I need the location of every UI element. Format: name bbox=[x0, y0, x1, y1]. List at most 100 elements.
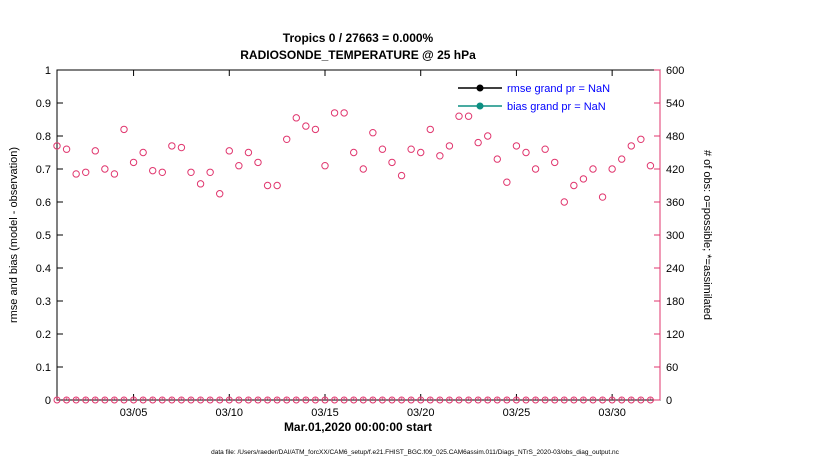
obs-assimilated-star: * bbox=[266, 398, 269, 405]
obs-possible-point bbox=[82, 168, 90, 177]
obs-assimilated-star: * bbox=[295, 398, 298, 405]
obs-assimilated-star: * bbox=[170, 398, 173, 405]
right-tick-label: 480 bbox=[666, 131, 684, 143]
obs-possible-point bbox=[541, 145, 549, 153]
axes-ticks: 0 0.1 0.2 0.3 0.4 0.5 0.6 0.7 0.8 0.9 1 0 60 120 180 24… bbox=[36, 65, 685, 419]
obs-possible-point bbox=[225, 147, 233, 155]
obs-assimilated-point bbox=[168, 396, 176, 404]
obs-possible-point bbox=[216, 190, 224, 198]
obs-assimilated-star: * bbox=[592, 398, 595, 405]
obs-possible-point bbox=[417, 148, 425, 157]
obs-assimilated-point bbox=[177, 396, 185, 404]
obs-assimilated-star: * bbox=[123, 398, 126, 405]
obs-possible-point bbox=[330, 109, 339, 117]
obs-assimilated-point bbox=[560, 396, 568, 404]
obs-possible-point bbox=[369, 129, 377, 137]
obs-assimilated-point bbox=[321, 396, 329, 404]
obs-assimilated-point bbox=[627, 396, 635, 404]
left-tick-label: 0.5 bbox=[36, 230, 51, 242]
obs-assimilated-star: * bbox=[391, 398, 394, 405]
obs-assimilated-star: * bbox=[56, 398, 59, 405]
obs-possible-point bbox=[350, 148, 358, 157]
x-tick-label: 03/20 bbox=[407, 407, 435, 419]
obs-assimilated-star: * bbox=[113, 398, 116, 405]
left-tick-label: 0.1 bbox=[36, 362, 51, 374]
obs-assimilated-star: * bbox=[630, 398, 633, 405]
obs-assimilated-point bbox=[244, 396, 252, 404]
obs-possible-point bbox=[129, 158, 138, 167]
obs-assimilated-star: * bbox=[84, 398, 87, 405]
obs-possible-point bbox=[101, 165, 109, 173]
obs-assimilated-star: * bbox=[611, 398, 614, 405]
obs-possible-point bbox=[627, 142, 635, 150]
right-tick-label: 300 bbox=[666, 230, 684, 242]
obs-possible-point bbox=[618, 155, 626, 163]
obs-possible-point bbox=[388, 158, 396, 167]
obs-possible-point bbox=[62, 145, 71, 153]
obs-assimilated-star: * bbox=[572, 398, 575, 405]
obs-assimilated-star: * bbox=[362, 398, 365, 405]
obs-assimilated-star: * bbox=[75, 398, 78, 405]
obs-possible-point bbox=[522, 148, 530, 157]
obs-assimilated-star: * bbox=[515, 398, 518, 405]
data-file-caption: data file: /Users/raeder/DAI/ATM_forcXX/… bbox=[211, 449, 620, 456]
obs-assimilated-point bbox=[398, 396, 406, 404]
obs-possible-point bbox=[407, 145, 415, 153]
obs-possible-point bbox=[474, 138, 482, 147]
obs-assimilated-star: * bbox=[582, 398, 585, 405]
obs-assimilated-star: * bbox=[257, 398, 260, 405]
obs-assimilated-point bbox=[197, 396, 205, 404]
obs-possible-point bbox=[455, 112, 463, 120]
legend-marker bbox=[476, 84, 484, 92]
obs-assimilated-point bbox=[254, 396, 262, 404]
obs-assimilated-star: * bbox=[544, 398, 547, 405]
obs-possible-point bbox=[177, 143, 186, 152]
obs-assimilated-star: * bbox=[343, 398, 346, 405]
obs-assimilated-point bbox=[340, 396, 348, 404]
obs-assimilated-star: * bbox=[151, 398, 154, 405]
obs-assimilated-point bbox=[120, 396, 128, 404]
obs-possible-point bbox=[503, 178, 511, 186]
obs-assimilated-star: * bbox=[199, 398, 202, 405]
obs-assimilated-star: * bbox=[103, 398, 106, 405]
left-tick-label: 0.3 bbox=[36, 296, 51, 308]
left-tick-label: 0.7 bbox=[36, 164, 51, 176]
obs-assimilated-point bbox=[551, 396, 559, 404]
obs-assimilated-point bbox=[512, 396, 520, 404]
obs-assimilated-star: * bbox=[190, 398, 193, 405]
right-tick-label: 180 bbox=[666, 296, 684, 308]
obs-assimilated-point bbox=[579, 396, 587, 404]
obs-assimilated-point bbox=[91, 396, 99, 404]
obs-assimilated-star: * bbox=[429, 398, 432, 405]
obs-assimilated-star: * bbox=[314, 398, 317, 405]
obs-assimilated-point bbox=[235, 396, 243, 404]
obs-possible-point bbox=[436, 152, 444, 160]
obs-assimilated-point bbox=[417, 396, 425, 404]
obs-assimilated-point bbox=[637, 396, 645, 404]
left-y-axis-label: rmse and bias (model - observation) bbox=[8, 147, 20, 323]
obs-assimilated-point bbox=[264, 396, 272, 404]
obs-assimilated-star: * bbox=[371, 398, 374, 405]
obs-assimilated-star: * bbox=[477, 398, 480, 405]
obs-assimilated-star: * bbox=[65, 398, 68, 405]
obs-assimilated-star: * bbox=[132, 398, 135, 405]
obs-assimilated-star: * bbox=[142, 398, 145, 405]
obs-assimilated-point bbox=[130, 396, 138, 404]
obs-possible-point bbox=[206, 168, 214, 177]
obs-assimilated-star: * bbox=[620, 398, 623, 405]
obs-assimilated-star: * bbox=[333, 398, 336, 405]
right-tick-label: 420 bbox=[666, 164, 684, 176]
left-tick-label: 1 bbox=[45, 65, 51, 77]
obs-possible-point bbox=[263, 181, 272, 190]
x-tick-label: 03/05 bbox=[120, 407, 148, 419]
obs-possible-point bbox=[120, 125, 128, 134]
right-tick-label: 240 bbox=[666, 263, 684, 275]
obs-assimilated-point bbox=[532, 396, 540, 404]
left-tick-label: 0.6 bbox=[36, 197, 51, 209]
obs-possible-point bbox=[646, 162, 655, 170]
obs-assimilated-point bbox=[311, 396, 319, 404]
obs-possible-point bbox=[484, 132, 492, 140]
obs-assimilated-star: * bbox=[285, 398, 288, 405]
obs-assimilated-point bbox=[599, 396, 607, 404]
